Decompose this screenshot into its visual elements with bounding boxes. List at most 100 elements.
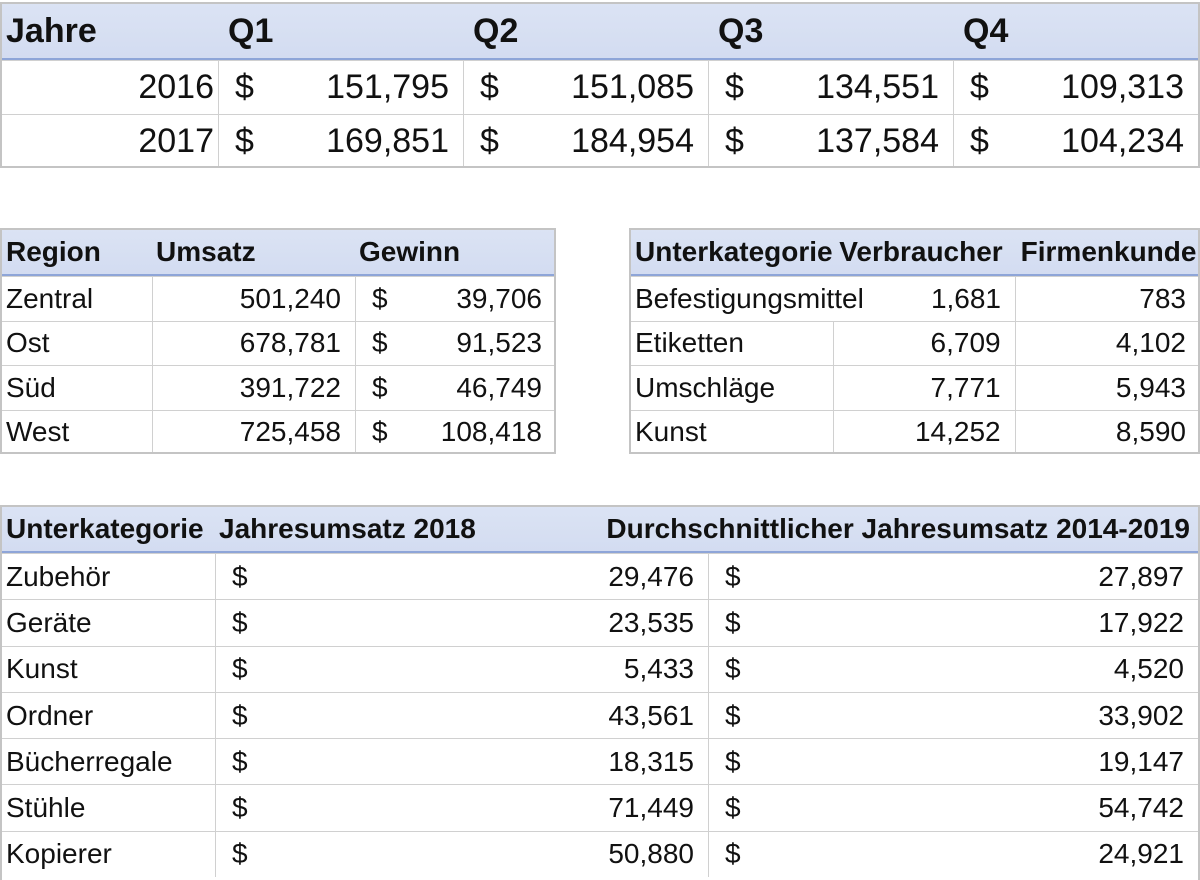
subcategory-cell[interactable]: Ordner [6, 699, 94, 731]
gewinn-cell[interactable]: 46,749 [456, 371, 542, 403]
durchschnitt-cell[interactable]: 17,922 [1098, 606, 1184, 638]
currency-cell[interactable]: $ [215, 692, 285, 739]
header-cell-firmenkunden[interactable]: Firmenkunden [1020, 236, 1198, 267]
verbraucher-cell[interactable]: 6,709 [833, 321, 1014, 365]
umsatz-2018-cell[interactable]: 50,880 [608, 838, 694, 870]
currency-cell[interactable]: $ [463, 115, 523, 166]
currency-cell[interactable]: $ [215, 554, 285, 600]
currency-cell[interactable]: $ [355, 321, 411, 365]
header-cell-jahresumsatz-2018[interactable]: Jahresumsatz 2018 [219, 513, 476, 544]
subcategory-cell[interactable]: Etiketten [635, 327, 744, 359]
umsatz-cell[interactable]: 391,722 [152, 366, 355, 410]
currency-cell[interactable]: $ [355, 366, 411, 410]
header-cell-unterkategorie[interactable]: Unterkategorie [635, 236, 833, 267]
header-cell-q1[interactable]: Q1 [228, 11, 274, 50]
currency-cell[interactable]: $ [463, 61, 523, 114]
header-cell-durchschnitt[interactable]: Durchschnittlicher Jahresumsatz 2014-201… [608, 513, 1190, 544]
value-cell[interactable]: 109,313 [1061, 68, 1184, 106]
durchschnitt-cell[interactable]: 4,520 [1113, 653, 1184, 685]
subcategory-cell[interactable]: Geräte [6, 606, 92, 638]
region-cell[interactable]: Süd [6, 371, 56, 403]
gewinn-cell[interactable]: 91,523 [456, 327, 542, 359]
currency-cell[interactable]: $ [215, 739, 285, 785]
year-cell[interactable]: 2016 [138, 68, 214, 106]
table-row: Geräte $ 23,535 $ 17,922 [2, 599, 1198, 646]
currency-cell[interactable]: $ [708, 739, 778, 785]
currency-cell[interactable]: $ [218, 115, 278, 166]
header-cell-q4[interactable]: Q4 [963, 11, 1009, 50]
header-cell-verbraucher[interactable]: Verbraucher [839, 236, 1003, 267]
header-cell-q3[interactable]: Q3 [718, 11, 764, 50]
value-cell[interactable]: 151,795 [326, 68, 449, 106]
year-cell[interactable]: 2017 [138, 122, 214, 160]
header-cell-gewinn[interactable]: Gewinn [359, 236, 461, 267]
subcategory-cell[interactable]: Umschläge [635, 371, 776, 403]
umsatz-cell[interactable]: 501,240 [152, 277, 355, 321]
header-cell-region[interactable]: Region [6, 236, 101, 267]
subcategory-cell[interactable]: Kopierer [6, 838, 112, 870]
subcategory-cell[interactable]: Kunst [6, 653, 78, 685]
subcategory-cell[interactable]: Befestigungsmittel [635, 282, 864, 314]
durchschnitt-cell[interactable]: 54,742 [1098, 792, 1184, 824]
currency-cell[interactable]: $ [708, 785, 778, 831]
durchschnitt-cell[interactable]: 27,897 [1098, 560, 1184, 592]
currency-cell[interactable]: $ [708, 115, 768, 166]
umsatz-2018-cell[interactable]: 5,433 [623, 653, 694, 685]
currency-cell[interactable]: $ [708, 646, 778, 692]
umsatz-2018-cell[interactable]: 71,449 [608, 792, 694, 824]
currency-cell[interactable]: $ [355, 410, 411, 452]
currency-cell[interactable]: $ [215, 785, 285, 831]
firmenkunden-cell[interactable]: 5,943 [1014, 366, 1198, 410]
region-cell[interactable]: West [6, 416, 70, 448]
umsatz-2018-cell[interactable]: 18,315 [608, 745, 694, 777]
umsatz-2018-cell[interactable]: 43,561 [608, 699, 694, 731]
gewinn-cell[interactable]: 39,706 [456, 282, 542, 314]
currency-cell[interactable]: $ [215, 600, 285, 646]
currency-cell[interactable]: $ [953, 115, 1013, 166]
verbraucher-cell[interactable]: 1,681 [930, 282, 1002, 314]
verbraucher-cell[interactable]: 7,771 [833, 366, 1014, 410]
header-cell-unterkategorie[interactable]: Unterkategorie [6, 513, 204, 544]
value-cell[interactable]: 104,234 [1061, 122, 1184, 160]
umsatz-cell[interactable]: 678,781 [152, 321, 355, 365]
header-row: Unterkategorie Verbraucher Firmenkunden [631, 230, 1198, 276]
region-cell[interactable]: Ost [6, 327, 50, 359]
gewinn-cell[interactable]: 108,418 [440, 416, 542, 448]
umsatz-2018-cell[interactable]: 23,535 [608, 606, 694, 638]
value-cell[interactable]: 134,551 [816, 68, 939, 106]
subcategory-cell[interactable]: Zubehör [6, 560, 111, 592]
durchschnitt-cell[interactable]: 33,902 [1098, 699, 1184, 731]
subcategory-cell[interactable]: Stühle [6, 792, 86, 824]
durchschnitt-cell[interactable]: 19,147 [1098, 745, 1184, 777]
umsatz-cell[interactable]: 725,458 [152, 410, 355, 452]
firmenkunden-cell[interactable]: 4,102 [1014, 321, 1198, 365]
currency-cell[interactable]: $ [215, 831, 285, 878]
currency-cell[interactable]: $ [953, 61, 1013, 114]
value-cell[interactable]: 137,584 [816, 122, 939, 160]
currency-cell[interactable]: $ [218, 61, 278, 114]
header-cell-jahre[interactable]: Jahre [6, 11, 97, 50]
currency-cell[interactable]: $ [708, 61, 768, 114]
durchschnitt-cell[interactable]: 24,921 [1098, 838, 1184, 870]
table-row: 2017 $ 169,851 $ 184,954 $ 137,584 $ 104… [2, 114, 1198, 166]
table-row: Umschläge 7,771 5,943 [631, 365, 1198, 410]
firmenkunden-cell[interactable]: 783 [1015, 277, 1198, 321]
header-cell-q2[interactable]: Q2 [473, 11, 519, 50]
currency-cell[interactable]: $ [355, 277, 411, 321]
value-cell[interactable]: 169,851 [326, 122, 449, 160]
value-cell[interactable]: 184,954 [571, 122, 694, 160]
currency-cell[interactable]: $ [708, 692, 778, 739]
currency-cell[interactable]: $ [708, 600, 778, 646]
value-cell[interactable]: 151,085 [571, 68, 694, 106]
firmenkunden-cell[interactable]: 8,590 [1014, 410, 1198, 452]
subcategory-cell[interactable]: Bücherregale [6, 745, 173, 777]
header-cell-umsatz[interactable]: Umsatz [156, 236, 256, 267]
region-cell[interactable]: Zentral [6, 282, 94, 314]
verbraucher-cell[interactable]: 14,252 [833, 410, 1014, 452]
currency-cell[interactable]: $ [708, 554, 778, 600]
currency-cell[interactable]: $ [215, 646, 285, 692]
header-row: Region Umsatz Gewinn [2, 230, 554, 276]
currency-cell[interactable]: $ [708, 831, 778, 878]
subcategory-cell[interactable]: Kunst [635, 416, 707, 448]
umsatz-2018-cell[interactable]: 29,476 [608, 560, 694, 592]
